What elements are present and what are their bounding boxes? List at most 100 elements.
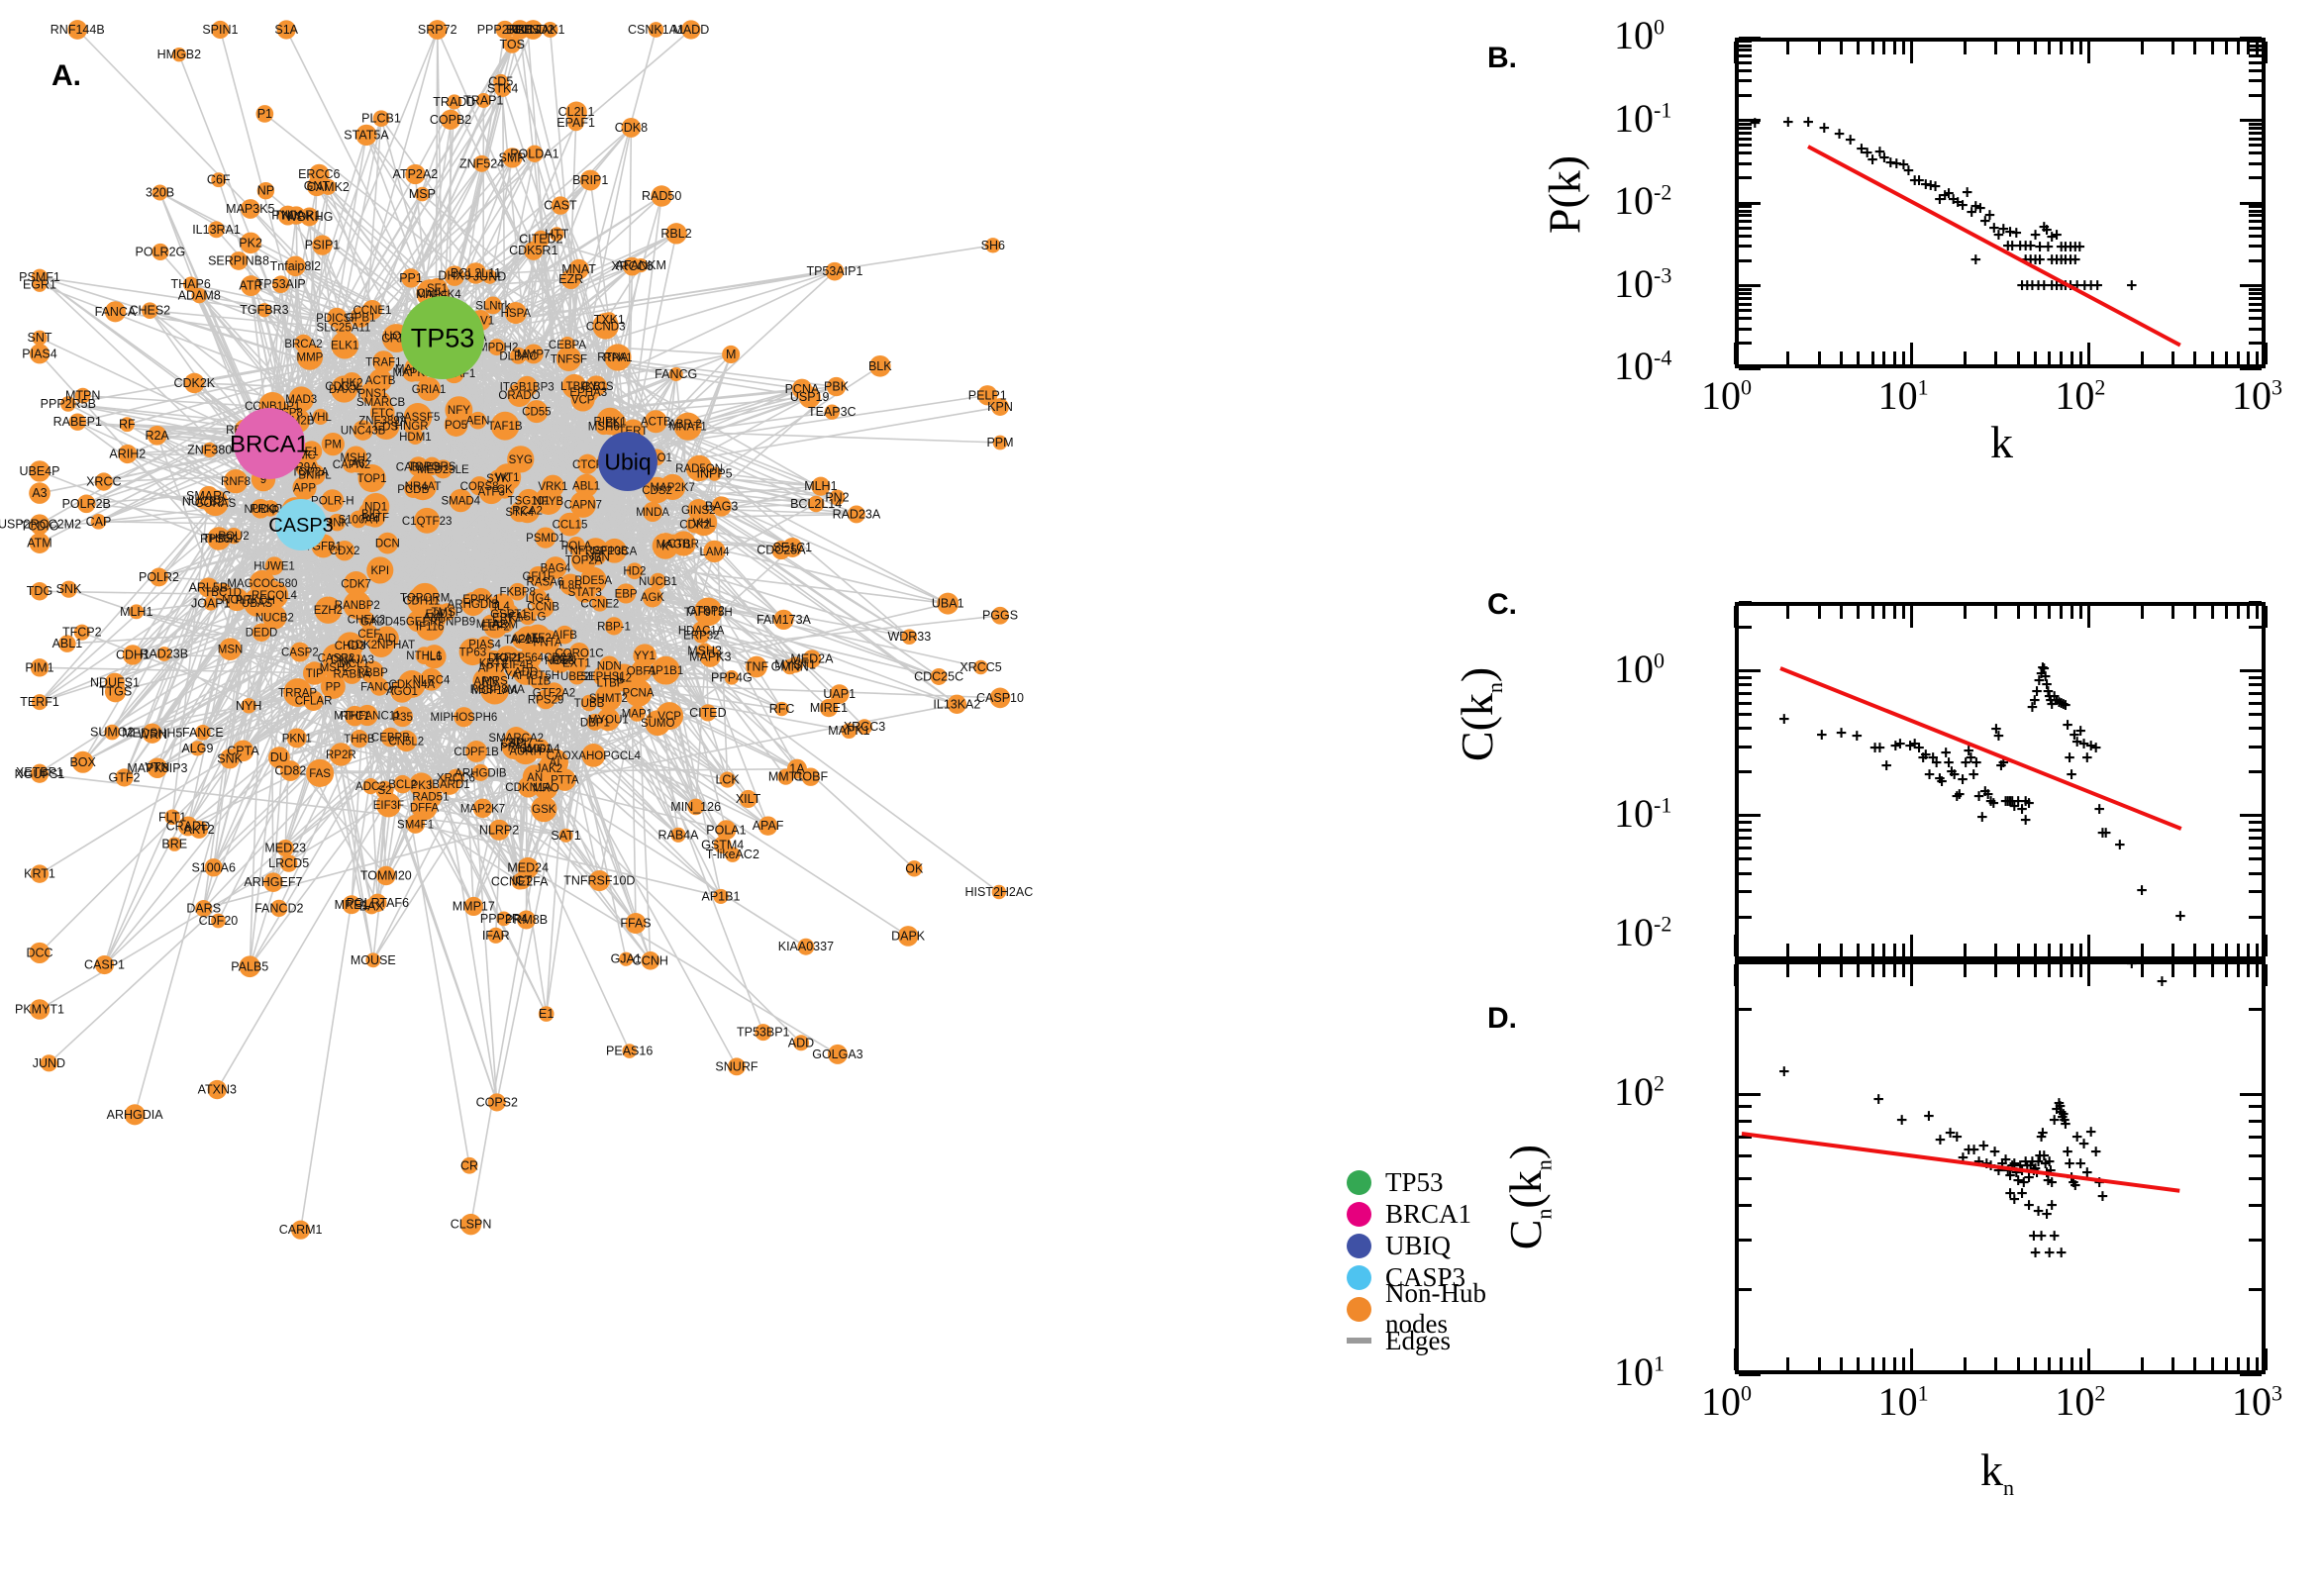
network-node[interactable] (211, 913, 226, 929)
network-node[interactable] (558, 828, 573, 843)
network-node[interactable] (208, 221, 225, 239)
network-node[interactable] (594, 684, 623, 712)
network-node[interactable] (331, 331, 359, 359)
network-node[interactable] (203, 596, 218, 611)
network-node[interactable] (641, 950, 660, 970)
network-node[interactable] (687, 499, 710, 521)
network-node[interactable] (322, 644, 351, 672)
network-node[interactable] (252, 623, 271, 642)
network-node[interactable] (353, 420, 373, 441)
network-node[interactable] (675, 415, 695, 434)
network-node[interactable] (739, 789, 758, 809)
network-node[interactable] (582, 538, 609, 564)
network-node[interactable] (94, 472, 113, 491)
network-node[interactable] (312, 235, 333, 255)
network-node[interactable] (207, 527, 231, 550)
network-node[interactable] (534, 775, 558, 800)
network-node[interactable] (189, 741, 206, 756)
network-node[interactable] (142, 723, 162, 744)
network-node[interactable] (444, 265, 465, 286)
network-node[interactable] (229, 251, 249, 270)
network-node[interactable] (514, 497, 541, 524)
network-node[interactable] (536, 689, 556, 710)
network-node[interactable] (289, 642, 310, 662)
network-node[interactable] (129, 604, 145, 620)
network-node[interactable] (588, 376, 608, 396)
network-node[interactable] (648, 22, 664, 38)
network-node[interactable] (404, 479, 423, 498)
network-node[interactable] (505, 726, 528, 748)
network-node[interactable] (538, 1006, 555, 1022)
network-node[interactable] (366, 556, 394, 584)
network-node[interactable] (279, 854, 298, 872)
network-node[interactable] (240, 199, 260, 219)
network-node[interactable] (991, 398, 1009, 416)
network-node[interactable] (142, 302, 158, 319)
network-node[interactable] (32, 277, 48, 292)
network-node[interactable] (487, 927, 504, 944)
network-node[interactable] (725, 847, 741, 862)
network-node[interactable] (286, 206, 306, 225)
network-node[interactable] (360, 380, 385, 406)
network-node[interactable] (171, 47, 187, 62)
network-node[interactable] (482, 269, 497, 284)
network-node[interactable] (403, 403, 433, 432)
network-node[interactable] (422, 645, 447, 669)
network-node[interactable] (239, 955, 261, 978)
network-node[interactable] (152, 243, 169, 260)
network-node[interactable] (507, 446, 535, 473)
network-node[interactable] (447, 94, 462, 110)
network-node[interactable] (489, 469, 507, 487)
network-node[interactable] (118, 444, 138, 464)
network-node[interactable] (454, 707, 474, 728)
network-node[interactable] (58, 635, 76, 652)
network-node[interactable] (625, 913, 647, 935)
network-node[interactable] (619, 951, 634, 966)
network-node[interactable] (644, 410, 667, 434)
network-node[interactable] (30, 864, 50, 883)
network-node[interactable] (487, 1093, 506, 1112)
network-node[interactable] (344, 571, 369, 597)
network-node[interactable] (285, 255, 306, 277)
network-node[interactable] (531, 796, 557, 823)
network-node[interactable] (255, 105, 274, 123)
network-node[interactable] (408, 456, 429, 477)
network-node[interactable] (472, 798, 493, 819)
network-node[interactable] (302, 661, 327, 685)
network-node[interactable] (369, 400, 395, 426)
network-node[interactable] (407, 586, 437, 616)
network-node[interactable] (73, 624, 90, 641)
network-node[interactable] (76, 494, 96, 514)
network-node[interactable] (223, 468, 249, 494)
network-node[interactable] (947, 694, 967, 714)
network-node[interactable] (90, 514, 107, 530)
network-node[interactable] (419, 784, 443, 808)
network-node[interactable] (569, 491, 597, 518)
network-node[interactable] (372, 110, 390, 128)
network-node[interactable] (190, 820, 209, 839)
network-node[interactable] (359, 624, 378, 643)
network-node[interactable] (350, 730, 368, 748)
network-node[interactable] (824, 404, 840, 420)
network-node[interactable] (459, 1213, 482, 1236)
network-node[interactable] (59, 580, 78, 598)
network-node[interactable] (728, 1057, 746, 1076)
network-node[interactable] (829, 684, 850, 704)
network-node[interactable] (528, 588, 548, 608)
network-node[interactable] (685, 454, 713, 482)
network-node[interactable] (156, 647, 172, 661)
network-node[interactable] (716, 820, 737, 841)
network-node[interactable] (773, 609, 794, 631)
network-node[interactable] (213, 582, 233, 602)
network-node[interactable] (423, 456, 442, 476)
network-node[interactable] (534, 486, 562, 515)
network-node[interactable] (150, 567, 168, 587)
network-node[interactable] (510, 347, 527, 364)
network-node[interactable] (567, 114, 584, 132)
network-node[interactable] (401, 268, 421, 288)
network-node[interactable] (937, 592, 960, 615)
network-node[interactable] (930, 668, 948, 685)
network-node[interactable] (473, 154, 490, 172)
network-node[interactable] (350, 510, 367, 529)
network-node[interactable] (464, 262, 487, 284)
